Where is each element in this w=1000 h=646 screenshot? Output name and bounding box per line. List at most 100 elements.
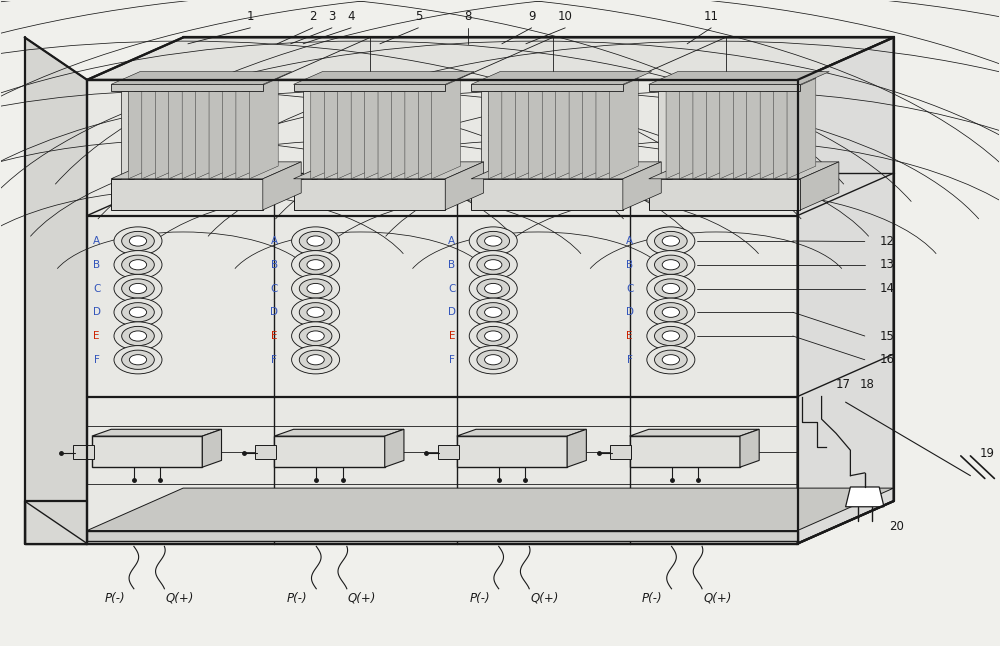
Polygon shape [596,78,625,179]
Bar [658,91,666,179]
Bar [766,91,774,179]
Text: Q(+): Q(+) [703,592,731,605]
Circle shape [122,255,154,275]
Polygon shape [228,78,265,91]
Text: Q(+): Q(+) [348,592,376,605]
Text: D: D [448,307,456,317]
Text: 14: 14 [879,282,894,295]
Circle shape [307,260,324,270]
Bar [457,436,567,467]
Polygon shape [418,78,447,179]
Polygon shape [411,78,447,91]
Polygon shape [92,430,222,436]
Bar [610,446,631,459]
Circle shape [655,279,687,298]
Circle shape [655,231,687,251]
Text: A: A [448,236,456,246]
Bar [739,91,747,179]
Bar [699,91,706,179]
Circle shape [647,251,695,279]
Text: C: C [626,284,633,293]
Circle shape [485,307,502,317]
Polygon shape [311,78,340,179]
Polygon shape [529,78,558,179]
Circle shape [485,355,502,365]
Circle shape [485,260,502,270]
Text: 1: 1 [247,10,254,23]
Polygon shape [25,37,87,543]
Polygon shape [365,78,393,179]
Circle shape [114,251,162,279]
Circle shape [469,251,517,279]
Polygon shape [658,78,695,91]
Polygon shape [236,78,265,179]
Text: 4: 4 [347,10,355,23]
Polygon shape [274,430,404,436]
Polygon shape [330,78,366,91]
Circle shape [114,346,162,374]
Polygon shape [343,78,380,91]
Circle shape [655,326,687,346]
Polygon shape [712,78,749,91]
Circle shape [122,279,154,298]
Text: 10: 10 [558,10,573,23]
Text: 11: 11 [704,10,719,23]
Polygon shape [111,162,301,179]
Bar [521,91,529,179]
Polygon shape [666,78,695,179]
Bar [494,91,502,179]
Bar [294,85,445,91]
Polygon shape [569,78,598,179]
Polygon shape [209,78,238,179]
Bar [201,91,209,179]
Text: B: B [271,260,278,270]
Circle shape [662,307,679,317]
Circle shape [114,227,162,255]
Text: B: B [626,260,633,270]
Polygon shape [630,430,759,436]
Circle shape [307,355,324,365]
Polygon shape [294,72,474,85]
Polygon shape [521,78,558,91]
Polygon shape [561,78,598,91]
Polygon shape [488,78,517,179]
Polygon shape [766,78,802,91]
Circle shape [299,231,332,251]
Circle shape [662,260,679,270]
Polygon shape [502,78,531,179]
Polygon shape [471,162,661,179]
Polygon shape [188,78,224,91]
Bar [471,179,623,210]
Text: D: D [626,307,634,317]
Polygon shape [739,78,776,91]
Bar [649,179,800,210]
Polygon shape [752,78,789,91]
Polygon shape [148,78,184,91]
Polygon shape [351,78,380,179]
Polygon shape [583,78,611,179]
Polygon shape [215,78,251,91]
Text: 19: 19 [980,446,995,459]
Circle shape [647,322,695,350]
Polygon shape [471,72,652,85]
Circle shape [469,322,517,350]
Circle shape [292,346,340,374]
Polygon shape [397,78,434,91]
Polygon shape [774,78,802,179]
Polygon shape [134,78,171,91]
Circle shape [477,255,510,275]
Bar [330,91,338,179]
Text: E: E [271,331,278,341]
Bar [111,179,263,210]
Polygon shape [432,78,461,179]
Text: Q(+): Q(+) [165,592,194,605]
Circle shape [662,355,679,365]
Polygon shape [169,78,198,179]
Text: 12: 12 [879,235,894,248]
Polygon shape [567,430,586,467]
Polygon shape [155,78,184,179]
Circle shape [307,236,324,246]
Polygon shape [575,78,611,91]
Polygon shape [174,78,211,91]
Text: Q(+): Q(+) [530,592,559,605]
